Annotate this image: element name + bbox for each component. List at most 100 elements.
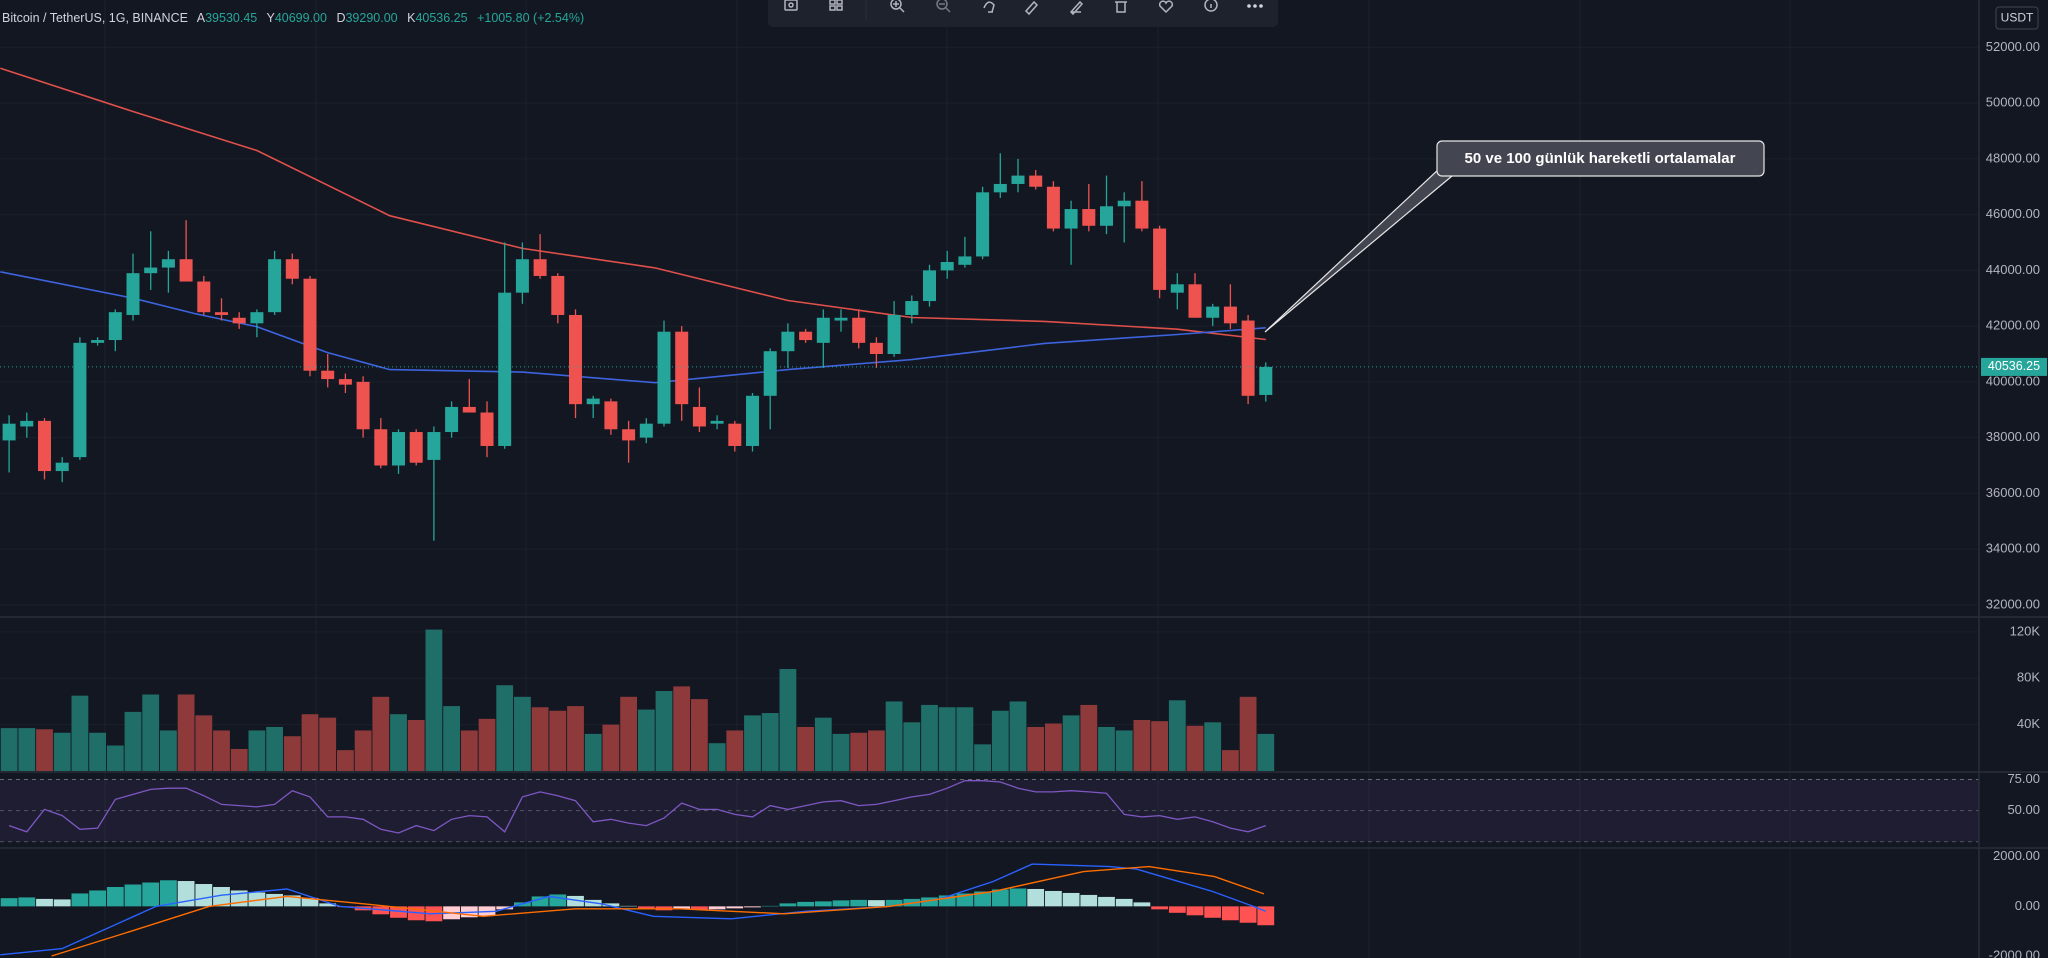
volume-bar bbox=[36, 729, 53, 771]
y-tick-label: 80K bbox=[2017, 670, 2040, 685]
macd-histogram-bar bbox=[213, 886, 230, 907]
volume-bar bbox=[673, 686, 691, 771]
replay-button[interactable] bbox=[983, 1, 995, 13]
volume-bar bbox=[71, 695, 89, 771]
macd-histogram-bar bbox=[0, 898, 18, 907]
y-tick-label: 32000.00 bbox=[1986, 596, 2040, 611]
y-tick-label: 40K bbox=[2017, 716, 2040, 731]
legend-value: 40699.00 bbox=[275, 11, 327, 25]
currency[interactable]: USDT bbox=[2001, 11, 2034, 25]
candle-body bbox=[1259, 366, 1273, 395]
candle-body bbox=[409, 432, 423, 463]
symbol-legend: Bitcoin / TetherUS, 1G, BINANCE A39530.4… bbox=[2, 11, 584, 25]
pen-button[interactable] bbox=[1069, 0, 1084, 16]
toolbar bbox=[768, 0, 1278, 27]
macd-histogram-bar bbox=[1257, 906, 1275, 926]
legend-key: Y bbox=[266, 11, 275, 25]
volume-bar bbox=[761, 713, 779, 771]
volume-bar bbox=[372, 696, 390, 771]
volume-bar bbox=[1222, 750, 1239, 771]
moving-average bbox=[0, 271, 1266, 384]
delete-button[interactable] bbox=[1115, 1, 1127, 13]
more-button[interactable] bbox=[1247, 4, 1263, 8]
volume-bar bbox=[620, 696, 637, 771]
macd-histogram-bar bbox=[761, 905, 779, 907]
volume-bar bbox=[1151, 721, 1168, 771]
moving-average bbox=[0, 67, 1266, 341]
volume-bar bbox=[1168, 700, 1186, 771]
volume-bar bbox=[726, 730, 744, 771]
volume-bar bbox=[779, 669, 797, 771]
volume-bar bbox=[850, 732, 868, 771]
macd-histogram-bar bbox=[1009, 888, 1027, 907]
volume-bar bbox=[53, 732, 71, 771]
macd-histogram-bar bbox=[1186, 906, 1204, 916]
favorite-button[interactable] bbox=[1158, 0, 1174, 14]
macd-histogram-bar bbox=[974, 891, 991, 907]
candle-body bbox=[976, 192, 990, 257]
last-price-badge bbox=[1981, 357, 2047, 376]
volume-bar bbox=[1062, 715, 1080, 771]
candle-body bbox=[1206, 306, 1220, 318]
candle-body bbox=[1100, 206, 1113, 226]
volume-bar bbox=[531, 707, 549, 771]
candle-body bbox=[728, 423, 742, 446]
volume-bar bbox=[921, 704, 938, 771]
macd-histogram-bar bbox=[283, 895, 301, 907]
candle-body bbox=[374, 429, 388, 466]
volume-bar bbox=[177, 694, 195, 771]
candle-body bbox=[338, 379, 352, 385]
candle-body bbox=[2, 423, 16, 441]
candle-body bbox=[834, 317, 848, 321]
candle-body bbox=[586, 398, 600, 405]
candle-body bbox=[215, 312, 228, 315]
volume-bar bbox=[1239, 696, 1257, 771]
volume-bar bbox=[1080, 704, 1098, 771]
y-tick-label: 75.00 bbox=[2007, 771, 2040, 786]
candle-body bbox=[498, 292, 512, 446]
candle-body bbox=[55, 462, 69, 472]
macd-histogram-bar bbox=[885, 899, 903, 907]
candle-body bbox=[232, 317, 246, 324]
macd-histogram-bar bbox=[797, 901, 814, 907]
currency-badge[interactable]: USDT bbox=[1995, 6, 2039, 30]
layout-button[interactable] bbox=[829, 0, 843, 11]
candle-body bbox=[799, 331, 813, 341]
candle-body bbox=[781, 331, 795, 352]
volume-bar bbox=[655, 691, 673, 771]
candle-body bbox=[321, 370, 335, 380]
volume-bar bbox=[1098, 726, 1115, 771]
macd-histogram-bar bbox=[142, 882, 160, 907]
candle-body bbox=[675, 331, 689, 405]
macd-histogram-bar bbox=[620, 905, 637, 907]
candle-body bbox=[161, 259, 175, 268]
macd-histogram-bar bbox=[160, 880, 177, 907]
volume-bar bbox=[832, 733, 850, 771]
candle-body bbox=[515, 259, 529, 293]
candle-body bbox=[144, 267, 158, 274]
zoom-out-button[interactable] bbox=[936, 0, 951, 13]
candle-body bbox=[427, 432, 441, 460]
volume-bar bbox=[443, 706, 460, 771]
info-button[interactable] bbox=[1204, 0, 1218, 12]
candle-body bbox=[480, 412, 494, 446]
snapshot-button[interactable] bbox=[784, 0, 798, 11]
zoom-in-button[interactable] bbox=[890, 0, 905, 13]
macd-histogram-bar bbox=[390, 906, 407, 918]
volume-bar bbox=[1186, 725, 1204, 771]
draw-button[interactable] bbox=[1024, 0, 1039, 16]
macd-histogram-bar bbox=[89, 890, 106, 907]
volume-bar bbox=[744, 715, 761, 771]
candle-body bbox=[551, 275, 565, 315]
volume-bar bbox=[407, 720, 425, 771]
candle-body bbox=[816, 317, 830, 343]
layers: 32000.00 34000.00 36000.00 38000.00 40000.00… bbox=[0, 39, 2047, 958]
volume-bar bbox=[956, 707, 974, 771]
y-tick-label: 52000.00 bbox=[1986, 39, 2040, 54]
rsi-line bbox=[8, 780, 1267, 834]
volume-bar bbox=[885, 701, 903, 771]
macd-histogram-bar bbox=[567, 895, 584, 907]
volume-bar bbox=[991, 710, 1009, 771]
y-tick-label: 2000.00 bbox=[1993, 848, 2040, 863]
candle-body bbox=[179, 259, 193, 282]
